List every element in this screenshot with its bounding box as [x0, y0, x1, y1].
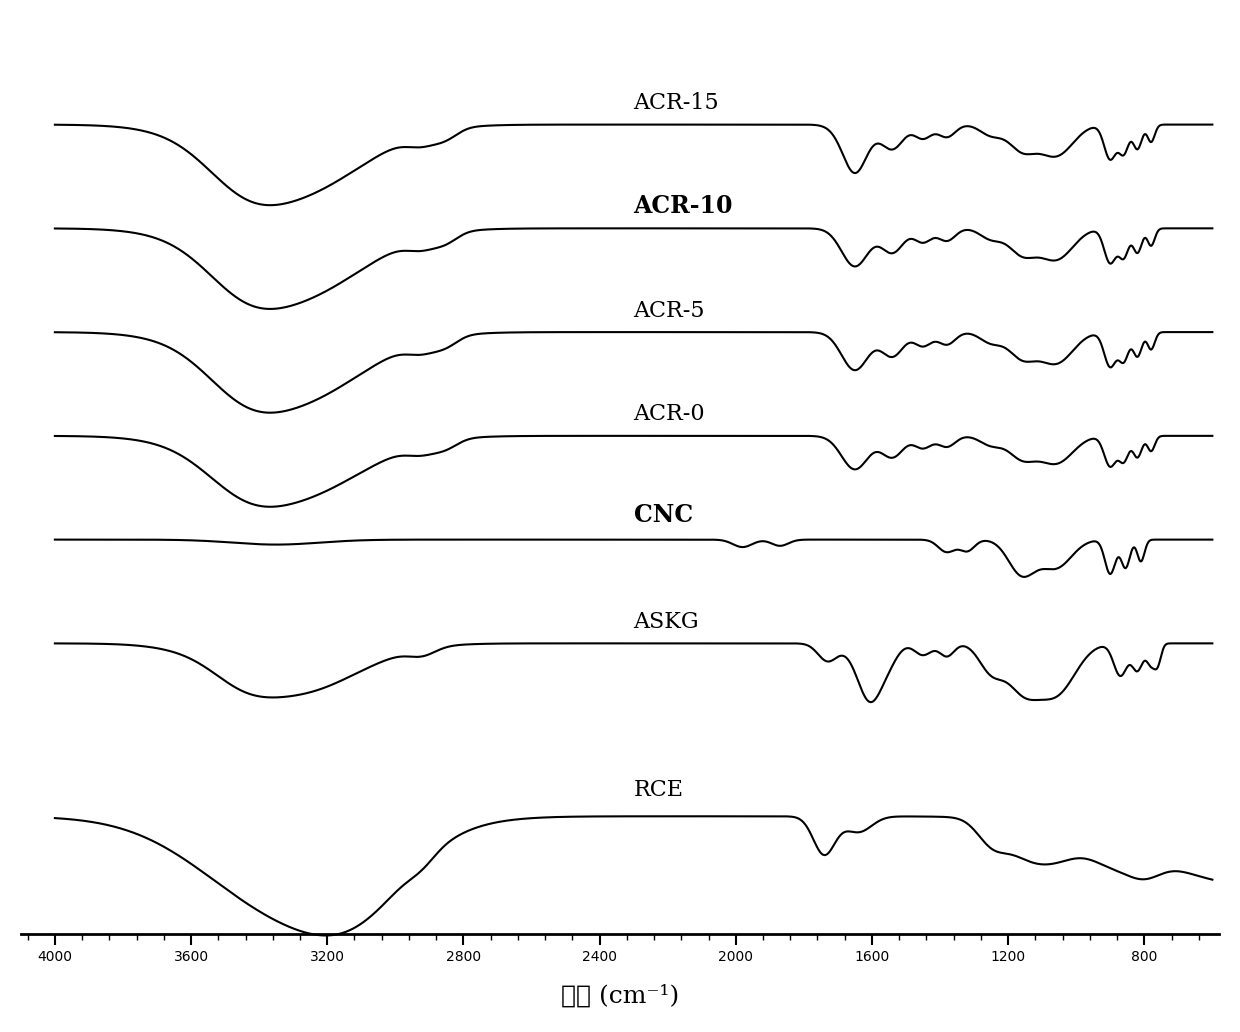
X-axis label: 波数 (cm⁻¹): 波数 (cm⁻¹) — [560, 985, 680, 1008]
Text: ACR-0: ACR-0 — [634, 404, 706, 425]
Text: ASKG: ASKG — [634, 611, 699, 633]
Text: ACR-10: ACR-10 — [634, 194, 733, 218]
Text: ACR-15: ACR-15 — [634, 92, 719, 115]
Text: CNC: CNC — [634, 504, 693, 527]
Text: ACR-5: ACR-5 — [634, 299, 706, 322]
Text: RCE: RCE — [634, 779, 683, 801]
